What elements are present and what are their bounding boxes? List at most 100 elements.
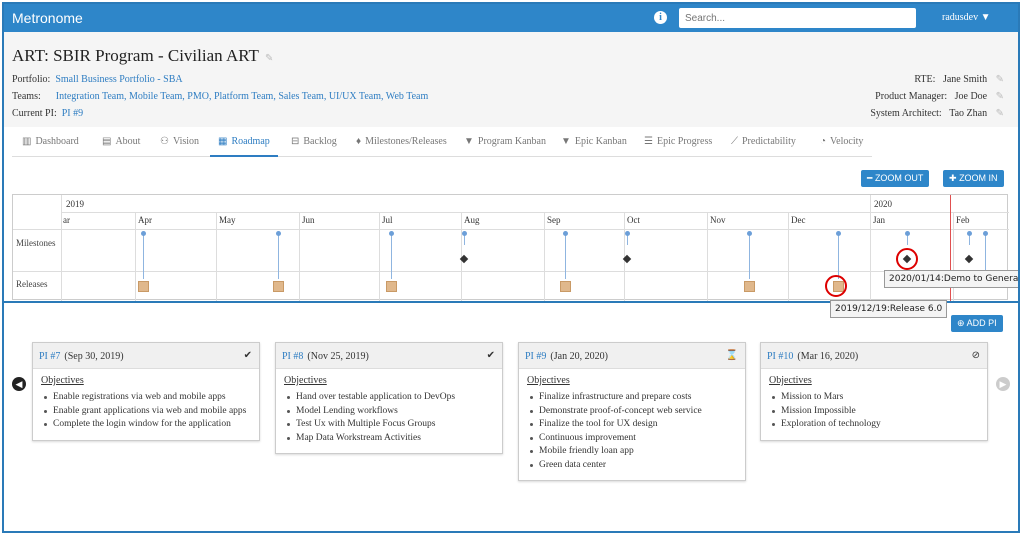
release-dot[interactable] xyxy=(563,231,568,236)
grid-line xyxy=(135,212,136,301)
tab-label: Program Kanban xyxy=(477,136,546,147)
release-marker[interactable] xyxy=(744,281,755,292)
user-name: radusdev xyxy=(942,12,979,23)
month-label: May xyxy=(219,215,236,225)
user-menu[interactable]: radusdev ▼ xyxy=(942,12,991,23)
info-icon[interactable]: i xyxy=(654,11,667,24)
binoculars-icon: ⚇ xyxy=(160,136,169,147)
month-label: Dec xyxy=(791,215,806,225)
milestone-dot[interactable] xyxy=(462,231,467,236)
edit-pencil-icon[interactable]: ✎ xyxy=(995,91,1004,102)
filter-icon: ▼ xyxy=(561,136,571,147)
objectives-heading: Objectives xyxy=(769,375,812,386)
tab-roadmap[interactable]: ▦ Roadmap xyxy=(210,127,278,157)
release-line xyxy=(985,233,986,279)
tab-velocity[interactable]: ◔ Velocity xyxy=(820,127,863,157)
pi-link[interactable]: PI #9 xyxy=(525,351,547,362)
year-label: 2020 xyxy=(874,199,892,209)
objective-item: Demonstrate proof-of-concept web service xyxy=(527,405,737,419)
chevron-down-icon: ▼ xyxy=(980,12,991,23)
release-marker[interactable] xyxy=(386,281,397,292)
objective-item: Finalize the tool for UX design xyxy=(527,418,737,432)
pi-card: PI #10 (Mar 16, 2020) ⊘ Objectives Mission… xyxy=(760,342,988,441)
pi-card-header: PI #9 (Jan 20, 2020) ⌛ xyxy=(519,343,745,369)
milestone-line xyxy=(969,233,970,245)
milestones-row-label: Milestones xyxy=(16,238,56,248)
release-dot[interactable] xyxy=(276,231,281,236)
edit-pencil-icon[interactable]: ✎ xyxy=(264,53,274,64)
tab-label: Predictability xyxy=(742,136,796,147)
edit-pencil-icon[interactable]: ✎ xyxy=(995,108,1004,119)
objective-item: Continuous improvement xyxy=(527,432,737,446)
search-input[interactable] xyxy=(679,8,916,28)
release-marker[interactable] xyxy=(273,281,284,292)
milestone-marker[interactable] xyxy=(964,254,974,264)
add-pi-button[interactable]: ⊕ ADD PI xyxy=(951,315,1003,332)
releases-row-label: Releases xyxy=(16,279,48,289)
grid-line xyxy=(299,212,300,301)
objective-item: Mobile friendly loan app xyxy=(527,445,737,459)
sa-row: System Architect: Tao Zhan ✎ xyxy=(844,108,1004,119)
tab-backlog[interactable]: ⊟ Backlog xyxy=(291,127,337,157)
grid-line xyxy=(788,212,789,301)
milestone-dot[interactable] xyxy=(625,231,630,236)
highlight-circle xyxy=(825,275,847,297)
pi-link[interactable]: PI #8 xyxy=(282,351,304,362)
milestone-line xyxy=(907,233,908,245)
zoom-out-button[interactable]: ━ ZOOM OUT xyxy=(861,170,930,187)
release-dot[interactable] xyxy=(141,231,146,236)
rte-value: Jane Smith xyxy=(942,74,988,85)
objectives-heading: Objectives xyxy=(527,375,570,386)
release-dot[interactable] xyxy=(389,231,394,236)
tab-label: Vision xyxy=(172,136,200,147)
portfolio-link[interactable]: Small Business Portfolio - SBA xyxy=(55,74,183,85)
pi-card: PI #7 (Sep 30, 2019) ✔ Objectives Enable r… xyxy=(32,342,260,441)
pi-card: PI #9 (Jan 20, 2020) ⌛ Objectives Finalize… xyxy=(518,342,746,481)
pi-link[interactable]: PI #10 xyxy=(767,351,794,362)
month-label: Jan xyxy=(873,215,885,225)
teams-label: Teams: xyxy=(12,91,41,102)
add-pi-label: ADD PI xyxy=(966,318,997,328)
tab-epic-progress[interactable]: ☰ Epic Progress xyxy=(644,127,712,157)
app-brand[interactable]: Metronome xyxy=(12,10,83,26)
plus-icon: ✚ xyxy=(949,173,957,183)
grid-line xyxy=(61,212,1009,213)
tab-milestones-releases[interactable]: ♦ Milestones/Releases xyxy=(356,127,447,157)
grid-line xyxy=(953,212,954,301)
release-marker[interactable] xyxy=(560,281,571,292)
tab-vision[interactable]: ⚇ Vision xyxy=(160,127,199,157)
pi-link[interactable]: PI #7 xyxy=(39,351,61,362)
sa-label: System Architect: xyxy=(870,108,942,119)
objectives-list: Mission to Mars Mission Impossible Explo… xyxy=(769,391,979,432)
current-pi-link[interactable]: PI #9 xyxy=(61,108,84,119)
release-dot[interactable] xyxy=(836,231,841,236)
pi-card-header: PI #10 (Mar 16, 2020) ⊘ xyxy=(761,343,987,369)
pi-card-header: PI #8 (Nov 25, 2019) ✔ xyxy=(276,343,502,369)
release-dot[interactable] xyxy=(747,231,752,236)
tab-label: Velocity xyxy=(830,136,864,147)
release-dot[interactable] xyxy=(983,231,988,236)
next-arrow-icon[interactable]: ▶ xyxy=(996,377,1010,391)
grid-line xyxy=(379,212,380,301)
pi-date: (Jan 20, 2020) xyxy=(550,351,608,362)
month-label: Oct xyxy=(627,215,640,225)
tab-program-kanban[interactable]: ▼ Program Kanban xyxy=(464,127,546,157)
teams-link[interactable]: Integration Team, Mobile Team, PMO, Plat… xyxy=(55,91,429,102)
edit-pencil-icon[interactable]: ✎ xyxy=(995,74,1004,85)
rte-row: RTE: Jane Smith ✎ xyxy=(844,74,1004,85)
milestone-line xyxy=(464,233,465,245)
milestone-dot[interactable] xyxy=(905,231,910,236)
tab-label: Dashboard xyxy=(35,136,79,147)
pi-card-body: Objectives Finalize infrastructure and p… xyxy=(519,369,745,480)
tab-predictability[interactable]: ⟋ Predictability xyxy=(731,127,796,157)
tab-about[interactable]: ▤ About xyxy=(102,127,140,157)
zoom-in-button[interactable]: ✚ ZOOM IN xyxy=(943,170,1004,187)
prev-arrow-icon[interactable]: ◀ xyxy=(12,377,26,391)
release-marker[interactable] xyxy=(138,281,149,292)
month-label: Jul xyxy=(382,215,393,225)
milestone-dot[interactable] xyxy=(967,231,972,236)
tab-dashboard[interactable]: ▥ Dashboard xyxy=(22,127,79,157)
tab-epic-kanban[interactable]: ▼ Epic Kanban xyxy=(561,127,627,157)
pi-date: (Nov 25, 2019) xyxy=(307,351,369,362)
